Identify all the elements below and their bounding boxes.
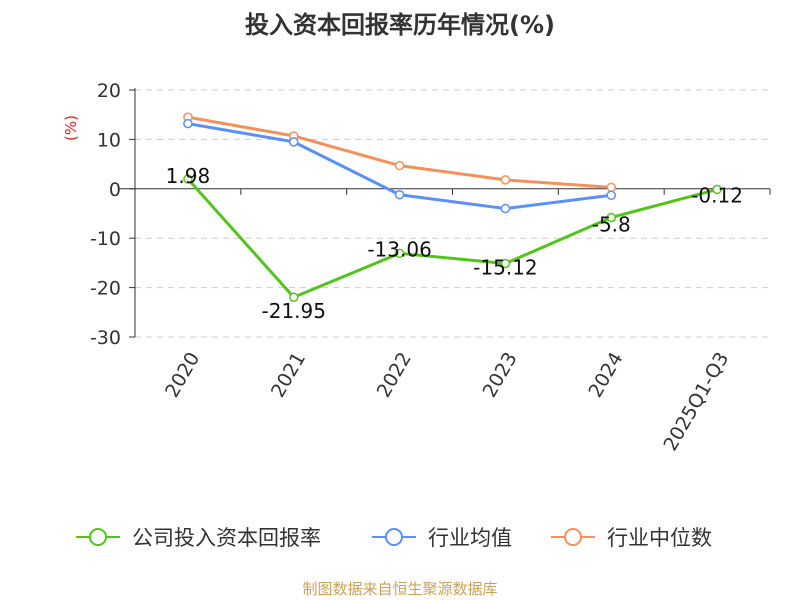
legend-marker-icon xyxy=(385,528,403,546)
data-label-layer: 1.98 -21.95 -13.06 -15.12 -5.8 -0.12 xyxy=(166,164,743,323)
series-line xyxy=(187,115,612,189)
data-label: -0.12 xyxy=(691,183,743,207)
grid-layer xyxy=(135,89,770,338)
y-tick-label: 20 xyxy=(97,80,121,102)
data-label: -13.06 xyxy=(367,237,431,261)
legend-item: 行业均值 xyxy=(372,526,512,550)
series-point xyxy=(606,190,616,200)
data-label: -21.95 xyxy=(262,299,326,323)
series-point xyxy=(712,184,722,195)
series-point xyxy=(500,203,511,214)
series-point xyxy=(500,258,511,269)
legend-item: 行业中位数 xyxy=(551,526,712,550)
series-point xyxy=(183,118,193,129)
y-tick-label: -20 xyxy=(90,278,121,300)
series-layer xyxy=(183,112,722,302)
series-point xyxy=(500,175,511,185)
series-point xyxy=(606,212,616,223)
chart-title: 投入资本回报率历年情况(%) xyxy=(245,11,555,39)
x-tick-label: 2023 xyxy=(479,349,522,402)
y-tick-label: 10 xyxy=(97,129,121,151)
y-tick-label: -10 xyxy=(90,228,121,250)
x-tick-label: 2021 xyxy=(267,349,310,402)
legend-item: 公司投入资本回报率 xyxy=(76,526,321,550)
legend-label: 行业均值 xyxy=(428,526,512,550)
x-tick-label: 2025Q1-Q3 xyxy=(659,349,733,455)
data-label: -15.12 xyxy=(473,255,537,279)
y-axis-label: (%) xyxy=(62,115,80,141)
series-point xyxy=(289,292,299,302)
legend-label: 行业中位数 xyxy=(607,526,712,550)
series-point xyxy=(394,248,405,259)
x-tick-label: 2024 xyxy=(584,349,627,402)
series-point xyxy=(394,189,405,200)
data-label: -5.8 xyxy=(592,212,631,236)
data-label: 1.98 xyxy=(166,164,211,188)
legend: 公司投入资本回报率 行业均值 行业中位数 xyxy=(76,526,712,550)
legend-marker-icon xyxy=(89,528,107,546)
axis-layer: 20 10 0 -10 -20 -30 2020 2021 2022 2023 2024 2025Q1… xyxy=(90,80,771,455)
series-line xyxy=(186,178,718,299)
y-tick-label: -30 xyxy=(90,327,121,349)
x-tick-label: 2022 xyxy=(373,349,416,402)
legend-label: 公司投入资本回报率 xyxy=(132,526,321,550)
legend-marker-icon xyxy=(564,528,582,546)
series-point xyxy=(183,174,193,184)
series-point xyxy=(394,160,405,171)
x-tick-label: 2020 xyxy=(161,349,204,402)
y-tick-label: 0 xyxy=(109,179,121,201)
source-credit: 制图数据来自恒生聚源数据库 xyxy=(302,580,497,598)
series-point xyxy=(606,182,616,193)
series-point xyxy=(289,137,299,147)
